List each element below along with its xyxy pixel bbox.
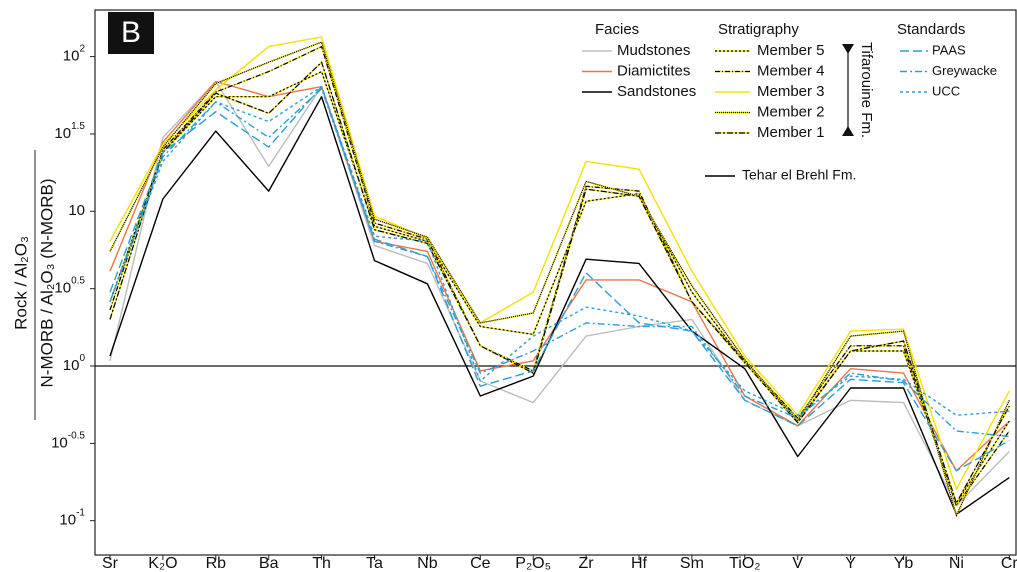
x-tick-label: Rb	[206, 555, 227, 572]
y-tick-label: 100	[63, 353, 86, 374]
x-tick-label: Ce	[470, 555, 491, 572]
bracket-arrow	[842, 44, 854, 54]
x-tick-label: Ba	[259, 555, 279, 572]
y-tick-label: 10-1	[59, 507, 85, 528]
x-tick-label: Sm	[680, 555, 704, 572]
x-tick-label: Ni	[949, 555, 964, 572]
series-line	[109, 95, 1010, 515]
legend-label: Member 5	[757, 42, 825, 59]
x-tick-label: Y	[845, 555, 856, 572]
legend-label: Greywacke	[932, 63, 997, 78]
x-tick-label: Yb	[894, 555, 914, 572]
panel-badge	[108, 12, 154, 54]
x-tick-label: V	[792, 555, 803, 572]
x-tick-label: Hf	[631, 555, 648, 572]
x-tick-label: P₂O₅	[515, 555, 551, 572]
x-tick-label: Ta	[366, 555, 383, 572]
legend-label: PAAS	[932, 42, 966, 57]
y-label-top: Rock / Al₂O₃	[11, 236, 30, 330]
series-line-overlay	[109, 45, 1010, 508]
x-tick-label: Sr	[102, 555, 119, 572]
series-line	[109, 80, 1010, 507]
legend-label: Member 1	[757, 124, 825, 141]
legend-label: Diamictites	[617, 62, 690, 79]
series-line	[109, 36, 1010, 490]
legend-label: Member 3	[757, 83, 825, 100]
bracket-arrow	[842, 126, 854, 136]
x-tick-label: K₂O	[148, 555, 177, 572]
y-tick-label: 100.5	[54, 275, 85, 296]
series-line	[109, 85, 1010, 416]
legend-title: Facies	[595, 21, 639, 38]
y-tick-label: 10-0.5	[51, 430, 85, 451]
y-label-bottom: N‑MORB / Al₂O₃ (N‑MORB)	[37, 178, 56, 387]
y-tick-label: 102	[63, 43, 86, 64]
legend-title: Standards	[897, 21, 965, 38]
x-tick-label: Zr	[579, 555, 595, 572]
series-line	[109, 80, 1010, 472]
legend-label: Sandstones	[617, 83, 696, 100]
series-line	[109, 87, 1010, 438]
legend-label: Member 2	[757, 103, 825, 120]
y-tick-label: 101.5	[54, 121, 85, 142]
series-line	[109, 70, 1010, 504]
legend-label: Mudstones	[617, 42, 690, 59]
series-line	[109, 85, 1010, 472]
x-tick-label: Th	[312, 555, 331, 572]
series-line-overlay	[109, 61, 1010, 505]
formation-label: Tifarouine Fm.	[858, 42, 875, 138]
legend-title: Stratigraphy	[718, 21, 799, 38]
x-tick-label: TiO₂	[729, 555, 760, 572]
panel-label: B	[121, 16, 141, 49]
legend-label: Member 4	[757, 62, 825, 79]
plot-frame	[94, 9, 1017, 556]
series-line-overlay	[109, 41, 1010, 518]
legend-label: UCC	[932, 83, 960, 98]
x-tick-label: Cr	[1001, 555, 1017, 572]
x-tick-label: Nb	[417, 555, 438, 572]
y-tick-label: 10	[68, 202, 85, 219]
annotation: Tehar el Brehl Fm.	[742, 167, 856, 183]
